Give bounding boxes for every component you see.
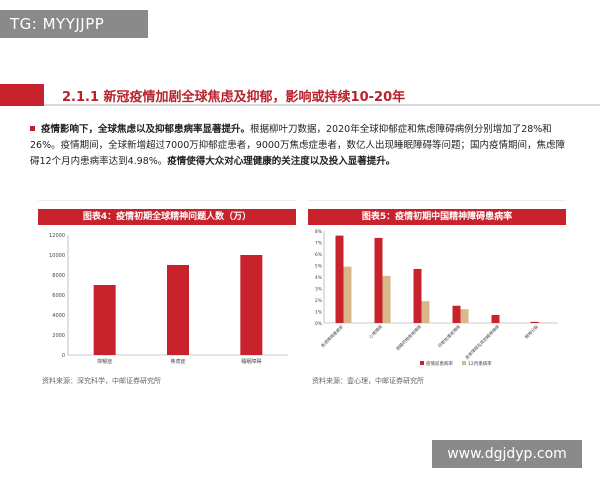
chart5-x-label: 进食障碍及其他精神障碍 — [463, 323, 501, 361]
chart4-header: 图表4：疫情初期全球精神问题人数（万） — [38, 205, 296, 225]
watermark-top-left: TG: MYYJJPP — [0, 10, 148, 38]
chart5-bar — [343, 266, 352, 323]
chart5-legend-swatch-a — [420, 361, 424, 365]
chart4-header-bar — [38, 209, 296, 225]
title-underline — [44, 104, 600, 106]
chart4-bar — [240, 255, 263, 355]
chart4-bar — [93, 285, 116, 355]
chart5-bar — [382, 275, 391, 323]
paragraph-tail: 疫情使得大众对心理健康的关注度以及投入显著提升。 — [167, 156, 396, 167]
chart5-svg: 0% 1% 2% 3% 4% 5% 6% 7% 8% 焦虑障碍患病率 心境障碍 酒精药物使用障碍 间歇性… — [315, 229, 558, 367]
title-accent-block — [0, 84, 44, 106]
paragraph-lead: 疫情影响下，全球焦虑以及抑郁患病率显著提升。 — [41, 124, 251, 135]
chart5-bar — [460, 309, 469, 323]
chart5-bar — [530, 321, 539, 323]
chart5-bar — [538, 322, 547, 323]
chart5-y-tick: 7% — [315, 241, 323, 247]
chart4-y-tick: 10000 — [49, 253, 65, 259]
chart5-legend-swatch-b — [462, 361, 466, 365]
chart5-y-tick: 4% — [315, 275, 323, 281]
chart5-bar — [374, 237, 383, 323]
chart5-x-label: 酒精药物使用障碍 — [394, 323, 423, 352]
chart5-x-label: 焦虑障碍患病率 — [319, 323, 345, 349]
chart5-x-label: 心境障碍 — [367, 323, 384, 340]
chart5-header: 图表5：疫情初期中国精神障碍患病率 — [308, 205, 566, 225]
paragraph-body: 根据柳叶刀数据，2020年全球抑郁症和焦虑障碍病例分别增加了28%和26%。疫情… — [30, 124, 565, 167]
chart4-title: 图表4：疫情初期全球精神问题人数（万） — [82, 212, 252, 222]
chart4-bar — [167, 265, 189, 355]
chart5-source: 资料来源：壹心理，中邮证券研究所 — [312, 377, 424, 385]
chart5-bar — [335, 235, 344, 323]
watermark-bottom-right: www.dgjdyp.com — [432, 440, 582, 468]
chart5-bar — [413, 268, 422, 323]
chart4-y-tick: 12000 — [49, 233, 65, 239]
chart5-bar — [452, 305, 461, 323]
chart4-source: 资料来源：深究科学，中邮证券研究所 — [42, 377, 161, 385]
chart5-bar — [421, 301, 430, 323]
chart5-y-tick: 8% — [315, 229, 323, 235]
body-paragraph: 疫情影响下，全球焦虑以及抑郁患病率显著提升。根据柳叶刀数据，2020年全球抑郁症… — [30, 122, 570, 170]
chart4-x-label: 睡眠障碍 — [241, 358, 261, 365]
chart4-y-tick: 4000 — [52, 313, 65, 319]
chart5-x-label: 精神分裂 — [523, 323, 540, 340]
chart4-y-tick: 8000 — [52, 273, 65, 279]
chart5-legend-b: 12月患病率 — [468, 360, 492, 367]
bullet-icon — [30, 126, 35, 131]
chart5-y-tick: 2% — [315, 298, 323, 304]
chart4-y-tick: 6000 — [52, 293, 65, 299]
chart4-y-tick: 2000 — [52, 333, 65, 339]
chart5-x-label: 间歇性爆发障碍 — [436, 323, 462, 349]
section-header: 2.1.1 新冠疫情加剧全球焦虑及抑郁，影响或持续10-20年 — [0, 80, 600, 112]
section-title: 2.1.1 新冠疫情加剧全球焦虑及抑郁，影响或持续10-20年 — [62, 90, 406, 105]
chart5-y-tick: 1% — [315, 310, 323, 316]
chart5-y-tick: 0% — [315, 321, 323, 327]
chart4-svg: 0 2000 4000 6000 8000 10000 12000 抑郁症 焦虑症 睡眠障碍 — [49, 233, 288, 365]
chart5-y-tick: 5% — [315, 264, 323, 270]
chart5-y-tick: 3% — [315, 287, 323, 293]
chart5-legend-a: 疫情前患病率 — [426, 360, 453, 367]
chart5-panel: 图表5：疫情初期中国精神障碍患病率 0% 1% 2% 3% 4% 5% 6% 7% 8% 焦虑障碍… — [308, 200, 566, 391]
chart4-panel: 图表4：疫情初期全球精神问题人数（万） 0 2000 4000 6000 8000 100… — [38, 200, 296, 391]
chart4-y-tick: 0 — [62, 353, 65, 359]
chart4-x-label: 抑郁症 — [97, 358, 112, 365]
chart5-header-bar — [308, 209, 566, 225]
chart5-title: 图表5：疫情初期中国精神障碍患病率 — [361, 212, 513, 222]
chart4-x-label: 焦虑症 — [170, 358, 185, 365]
chart5-bar — [491, 314, 500, 323]
chart5-y-tick: 6% — [315, 252, 323, 258]
